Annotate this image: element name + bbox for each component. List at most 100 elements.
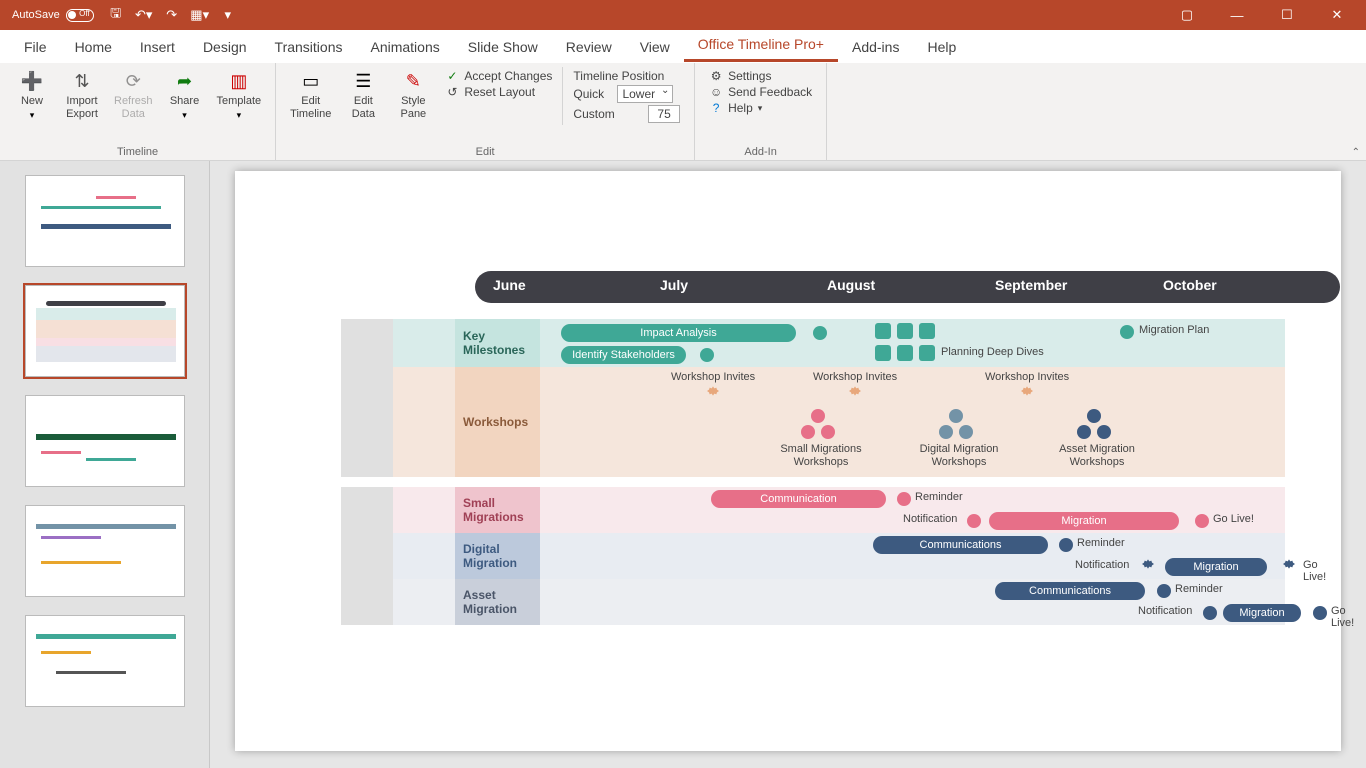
dot-sm-notif [967,514,981,528]
dot-migplan [1120,325,1134,339]
help-button[interactable]: ?Help▾ [709,101,812,115]
month-august: August [827,277,875,293]
ribbon-tabs: File Home Insert Design Transitions Anim… [0,30,1366,63]
import-export-button[interactable]: ⇅Import Export [60,67,104,123]
tab-design[interactable]: Design [189,32,261,62]
label-am-notif: Notification [1138,605,1192,617]
redo-icon[interactable]: ↷ [160,3,184,27]
custom-label: Custom [573,107,614,121]
cluster-dm-3 [959,425,973,439]
refresh-button: ⟳Refresh Data [110,67,157,123]
present-icon[interactable]: ▦▾ [188,3,212,27]
slide-canvas[interactable]: June July August September October PROJE… [210,161,1366,768]
gear-dm-golive [1281,558,1297,574]
group-label-edit: Edit [286,144,684,158]
swim-small-migrations: Small Migrations Communication Reminder … [345,487,1285,533]
custom-input[interactable]: 75 [648,105,680,123]
swim-asset-migration: Asset Migration Communications Reminder … [345,579,1285,625]
bar-sm-migration: Migration [989,512,1179,530]
ribbon: ➕New▾ ⇅Import Export ⟳Refresh Data ➦Shar… [0,63,1366,161]
cluster-sm-3 [821,425,835,439]
row-label-km: Key Milestones [455,319,540,367]
minimize-icon[interactable]: — [1214,0,1260,30]
cluster-sm-1 [811,409,825,423]
thumbnail-3[interactable] [25,395,185,487]
quick-dropdown[interactable]: Lower [617,85,673,103]
new-icon: ➕ [17,69,47,93]
label-am-reminder: Reminder [1175,583,1223,595]
style-icon: ✎ [398,69,428,93]
month-september: September [995,277,1067,293]
sq-pdd-1 [875,323,891,339]
share-button[interactable]: ➦Share▾ [163,67,207,123]
sq-pdd-6 [919,345,935,361]
tab-transitions[interactable]: Transitions [261,32,357,62]
label-sm-notif: Notification [903,513,957,525]
label-dm-notif: Notification [1075,559,1129,571]
thumbnail-5[interactable] [25,615,185,707]
maximize-icon[interactable]: ☐ [1264,0,1310,30]
cluster-am-1 [1087,409,1101,423]
dot-dm-reminder [1059,538,1073,552]
slide-thumbnails[interactable] [0,161,210,768]
check-icon: ✓ [445,69,459,83]
reset-layout-button[interactable]: ↺Reset Layout [445,85,552,99]
bar-dm-comms: Communications [873,536,1048,554]
new-button[interactable]: ➕New▾ [10,67,54,123]
label-dm-reminder: Reminder [1077,537,1125,549]
label-wi-1: Workshop Invites [671,371,755,383]
template-icon: ▥ [224,69,254,93]
sq-pdd-4 [875,345,891,361]
row-label-ws: Workshops [455,367,540,477]
refresh-icon: ⟳ [118,69,148,93]
template-button[interactable]: ▥Template▾ [213,67,266,123]
edit-timeline-button[interactable]: ▭Edit Timeline [286,67,335,123]
month-june: June [493,277,526,293]
gear-dm-notif [1140,558,1156,574]
feedback-button[interactable]: ☺Send Feedback [709,85,812,99]
month-october: October [1163,277,1217,293]
settings-button[interactable]: ⚙Settings [709,69,812,83]
month-july: July [660,277,688,293]
tab-help[interactable]: Help [913,32,970,62]
tab-office-timeline[interactable]: Office Timeline Pro+ [684,29,838,62]
dot-identify-end [700,348,714,362]
label-sm-golive: Go Live! [1213,513,1254,525]
swim-digital-migration: Digital Migration Communications Reminde… [345,533,1285,579]
sq-pdd-2 [897,323,913,339]
swim-workshops: Workshops Workshop Invites Workshop Invi… [345,367,1285,477]
sq-pdd-5 [897,345,913,361]
tab-slideshow[interactable]: Slide Show [454,32,552,62]
edit-data-button[interactable]: ☰Edit Data [341,67,385,123]
thumbnail-2[interactable] [25,285,185,377]
bar-am-migration: Migration [1223,604,1301,622]
tab-view[interactable]: View [626,32,684,62]
gutter-project2 [341,487,393,625]
tab-file[interactable]: File [10,32,61,62]
collapse-ribbon-icon[interactable]: ⌃ [1352,147,1360,158]
tab-addins[interactable]: Add-ins [838,32,913,62]
gear-icon: ⚙ [709,69,723,83]
tab-insert[interactable]: Insert [126,32,189,62]
cluster-sm-2 [801,425,815,439]
undo-icon[interactable]: ↶▾ [132,3,156,27]
save-icon[interactable]: 🖫 [104,3,128,27]
dot-am-golive [1313,606,1327,620]
bar-communication: Communication [711,490,886,508]
style-pane-button[interactable]: ✎Style Pane [391,67,435,123]
accept-changes-button[interactable]: ✓Accept Changes [445,69,552,83]
sq-pdd-3 [919,323,935,339]
autosave-toggle[interactable]: AutoSave [6,9,100,22]
close-icon[interactable]: ✕ [1314,0,1360,30]
qat-more-icon[interactable]: ▾ [216,3,240,27]
tab-home[interactable]: Home [61,32,126,62]
group-label-addin: Add-In [705,144,816,158]
tab-animations[interactable]: Animations [356,32,453,62]
edit-timeline-icon: ▭ [296,69,326,93]
quick-label: Quick [573,87,604,101]
group-label-timeline: Timeline [10,144,265,158]
ribbon-options-icon[interactable]: ▢ [1164,0,1210,30]
thumbnail-1[interactable] [25,175,185,267]
tab-review[interactable]: Review [552,32,626,62]
thumbnail-4[interactable] [25,505,185,597]
